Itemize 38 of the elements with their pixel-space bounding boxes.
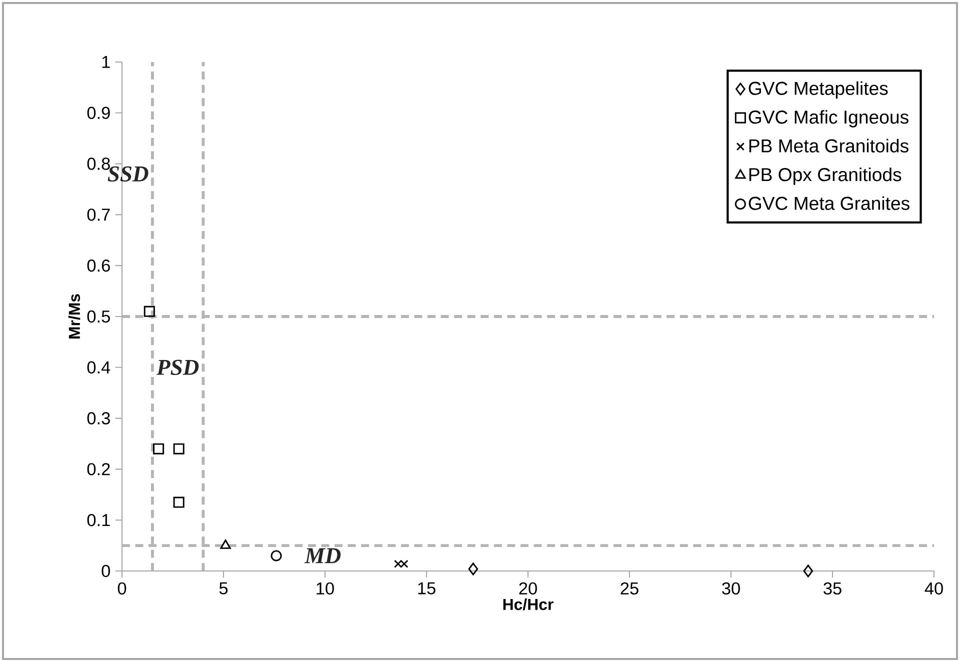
- point: [173, 443, 184, 454]
- x-tick-label: 30: [722, 582, 740, 595]
- y-tick-label: 0: [102, 564, 110, 578]
- y-tick-label: 0.4: [87, 361, 110, 374]
- x-tick-label: 25: [620, 582, 638, 595]
- annotation: SSD: [108, 166, 148, 182]
- legend-label: PB Opx Granitiods: [749, 168, 902, 185]
- y-tick-label: 0.5: [87, 310, 110, 323]
- y-tick-label: 0.8: [87, 158, 110, 170]
- legend-label: GVC Meta Granites: [748, 196, 910, 210]
- x-axis-title: Hc/Hcr: [503, 598, 554, 610]
- annotation: PSD: [156, 360, 199, 375]
- x-tick-label: 40: [924, 582, 943, 595]
- legend-label: GVC Mafic Igneous: [748, 110, 908, 128]
- x-tick-label: 15: [418, 582, 436, 594]
- y-tick-label: 0.9: [87, 106, 110, 120]
- x-tick-label: 10: [316, 582, 334, 595]
- x-tick-label: 0: [118, 582, 126, 595]
- x-tick-label: 20: [519, 582, 537, 595]
- y-tick-label: 0.7: [87, 208, 110, 221]
- point: [468, 562, 478, 576]
- legend-label: PB Meta Granitoids: [749, 138, 908, 152]
- point: [220, 540, 231, 549]
- point: [270, 550, 282, 562]
- y-tick-label: 0.3: [87, 412, 110, 424]
- point: [144, 306, 155, 317]
- point: [153, 443, 164, 454]
- annotation: MD: [304, 548, 341, 564]
- legend-label: GVC Metapelites: [748, 81, 888, 99]
- y-tick-label: 0.6: [87, 259, 110, 272]
- x-tick-label: 35: [824, 582, 842, 595]
- x-tick-label: 5: [219, 582, 228, 594]
- point: [803, 564, 814, 578]
- y-tick-label: 0.1: [87, 514, 110, 526]
- y-tick-label: 1: [102, 56, 110, 68]
- y-tick-label: 0.2: [87, 463, 110, 476]
- y-axis-title: Mr/Ms: [68, 294, 80, 338]
- point: [173, 496, 184, 508]
